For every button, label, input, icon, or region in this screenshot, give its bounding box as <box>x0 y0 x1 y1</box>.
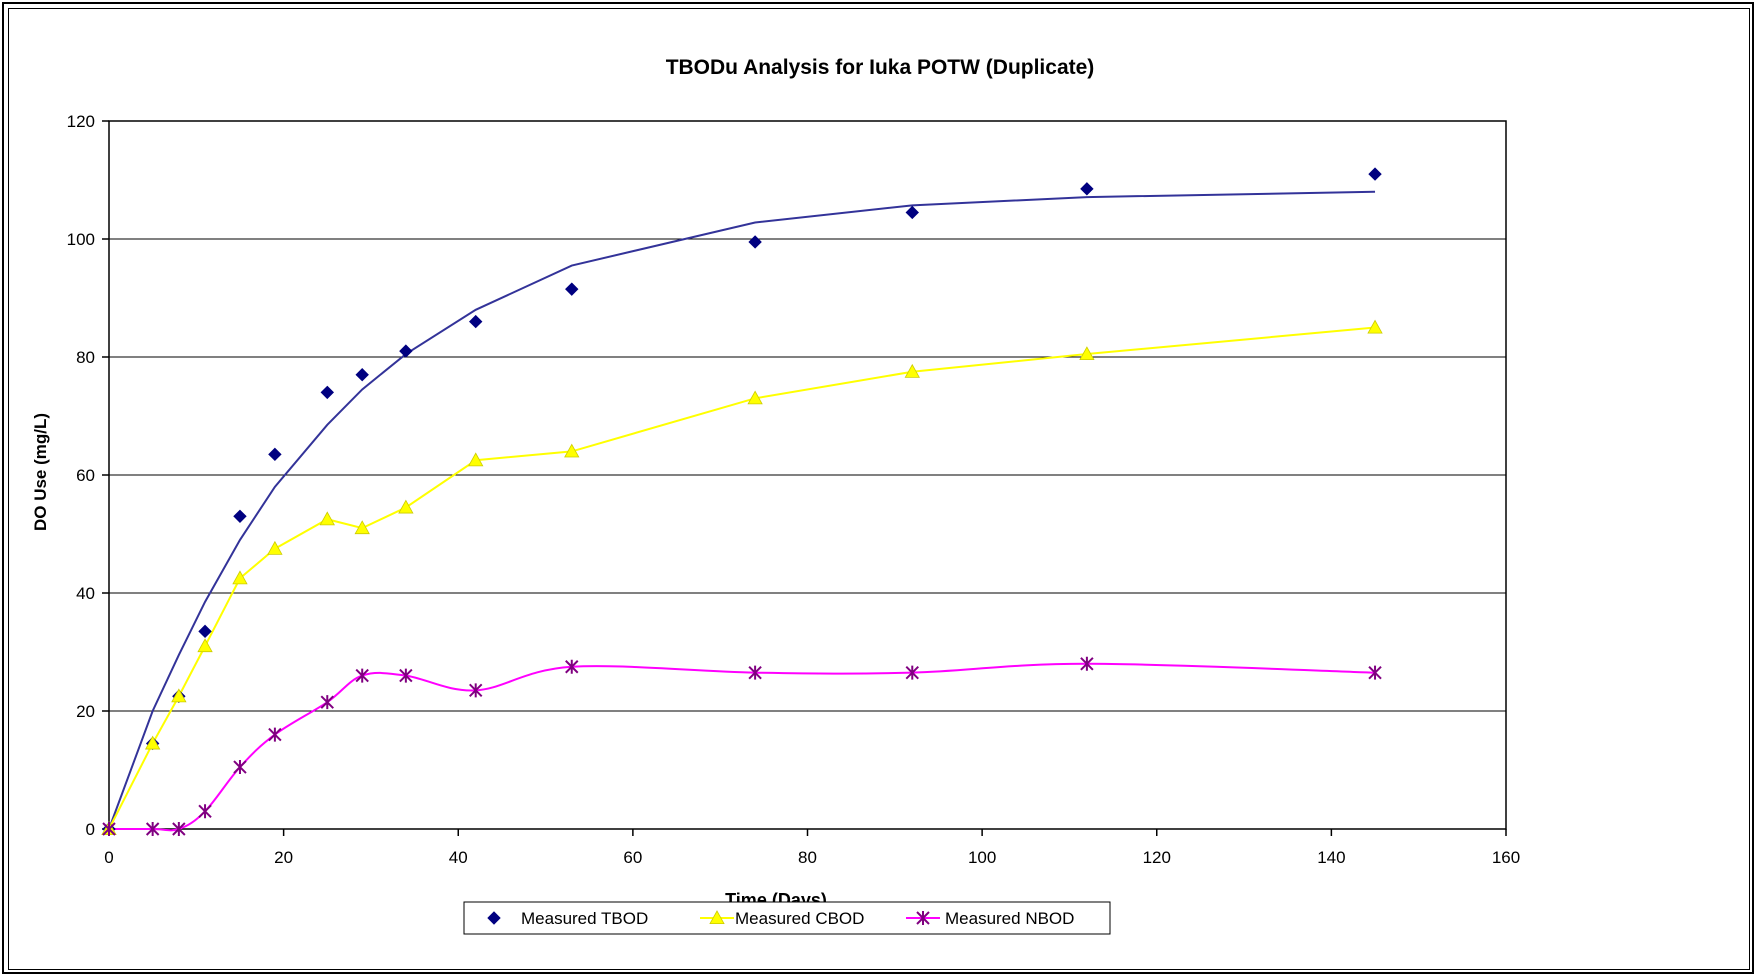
series-2-point-5 <box>268 542 282 555</box>
tbod-fit-curve <box>109 192 1375 829</box>
x-axis-ticks: 0 20 40 60 80 100 120 140 160 <box>104 829 1520 867</box>
series-3-point-3 <box>199 804 211 818</box>
legend-label-2: Measured CBOD <box>735 909 864 928</box>
x-tick-label-20: 20 <box>274 848 293 867</box>
chart-title: TBODu Analysis for Iuka POTW (Duplicate) <box>666 56 1095 79</box>
series-1-point-12 <box>906 206 918 218</box>
series-2-point-3 <box>198 639 212 652</box>
y-tick-label-100: 100 <box>67 230 95 249</box>
cbod-series-line <box>109 328 1375 830</box>
nbod-series-line <box>109 664 1375 831</box>
y-tick-label-20: 20 <box>76 702 95 721</box>
series-1-point-9 <box>470 316 482 328</box>
x-tick-label-0: 0 <box>104 848 113 867</box>
series-1-point-10 <box>566 283 578 295</box>
y-axis-label: DO Use (mg/L) <box>31 413 50 531</box>
series-3-point-7 <box>356 669 368 683</box>
series-1-point-14 <box>1369 168 1381 180</box>
x-tick-label-40: 40 <box>449 848 468 867</box>
y-tick-label-80: 80 <box>76 348 95 367</box>
y-axis-ticks: 0 20 40 60 80 100 120 <box>67 112 109 839</box>
y-tick-label-40: 40 <box>76 584 95 603</box>
x-tick-label-80: 80 <box>798 848 817 867</box>
series-2-point-6 <box>320 512 334 525</box>
series-3-point-5 <box>269 728 281 742</box>
series-3-point-6 <box>321 695 333 709</box>
series-1-point-4 <box>234 510 246 522</box>
series-3-markers <box>103 657 1381 836</box>
x-tick-label-60: 60 <box>623 848 642 867</box>
series-1-point-8 <box>400 345 412 357</box>
series-2-point-14 <box>1368 321 1382 334</box>
series-2-markers <box>102 321 1382 835</box>
legend-label-1: Measured TBOD <box>521 909 648 928</box>
x-tick-label-160: 160 <box>1492 848 1520 867</box>
series-1-point-5 <box>269 448 281 460</box>
y-tick-label-60: 60 <box>76 466 95 485</box>
series-1-point-13 <box>1081 183 1093 195</box>
series-layer <box>102 168 1382 836</box>
series-1-point-6 <box>321 386 333 398</box>
series-1-point-7 <box>356 369 368 381</box>
series-1-point-3 <box>199 625 211 637</box>
series-3-point-4 <box>234 760 246 774</box>
legend: Measured TBOD Measured CBOD Measured NBOD <box>464 902 1110 934</box>
series-1-markers <box>103 168 1381 835</box>
y-tick-label-120: 120 <box>67 112 95 131</box>
series-2-point-8 <box>399 500 413 513</box>
series-1-point-11 <box>749 236 761 248</box>
y-tick-label-0: 0 <box>86 820 95 839</box>
x-tick-label-100: 100 <box>968 848 996 867</box>
x-tick-label-120: 120 <box>1143 848 1171 867</box>
gridlines <box>109 239 1506 711</box>
legend-label-3: Measured NBOD <box>945 909 1074 928</box>
x-tick-label-140: 140 <box>1317 848 1345 867</box>
